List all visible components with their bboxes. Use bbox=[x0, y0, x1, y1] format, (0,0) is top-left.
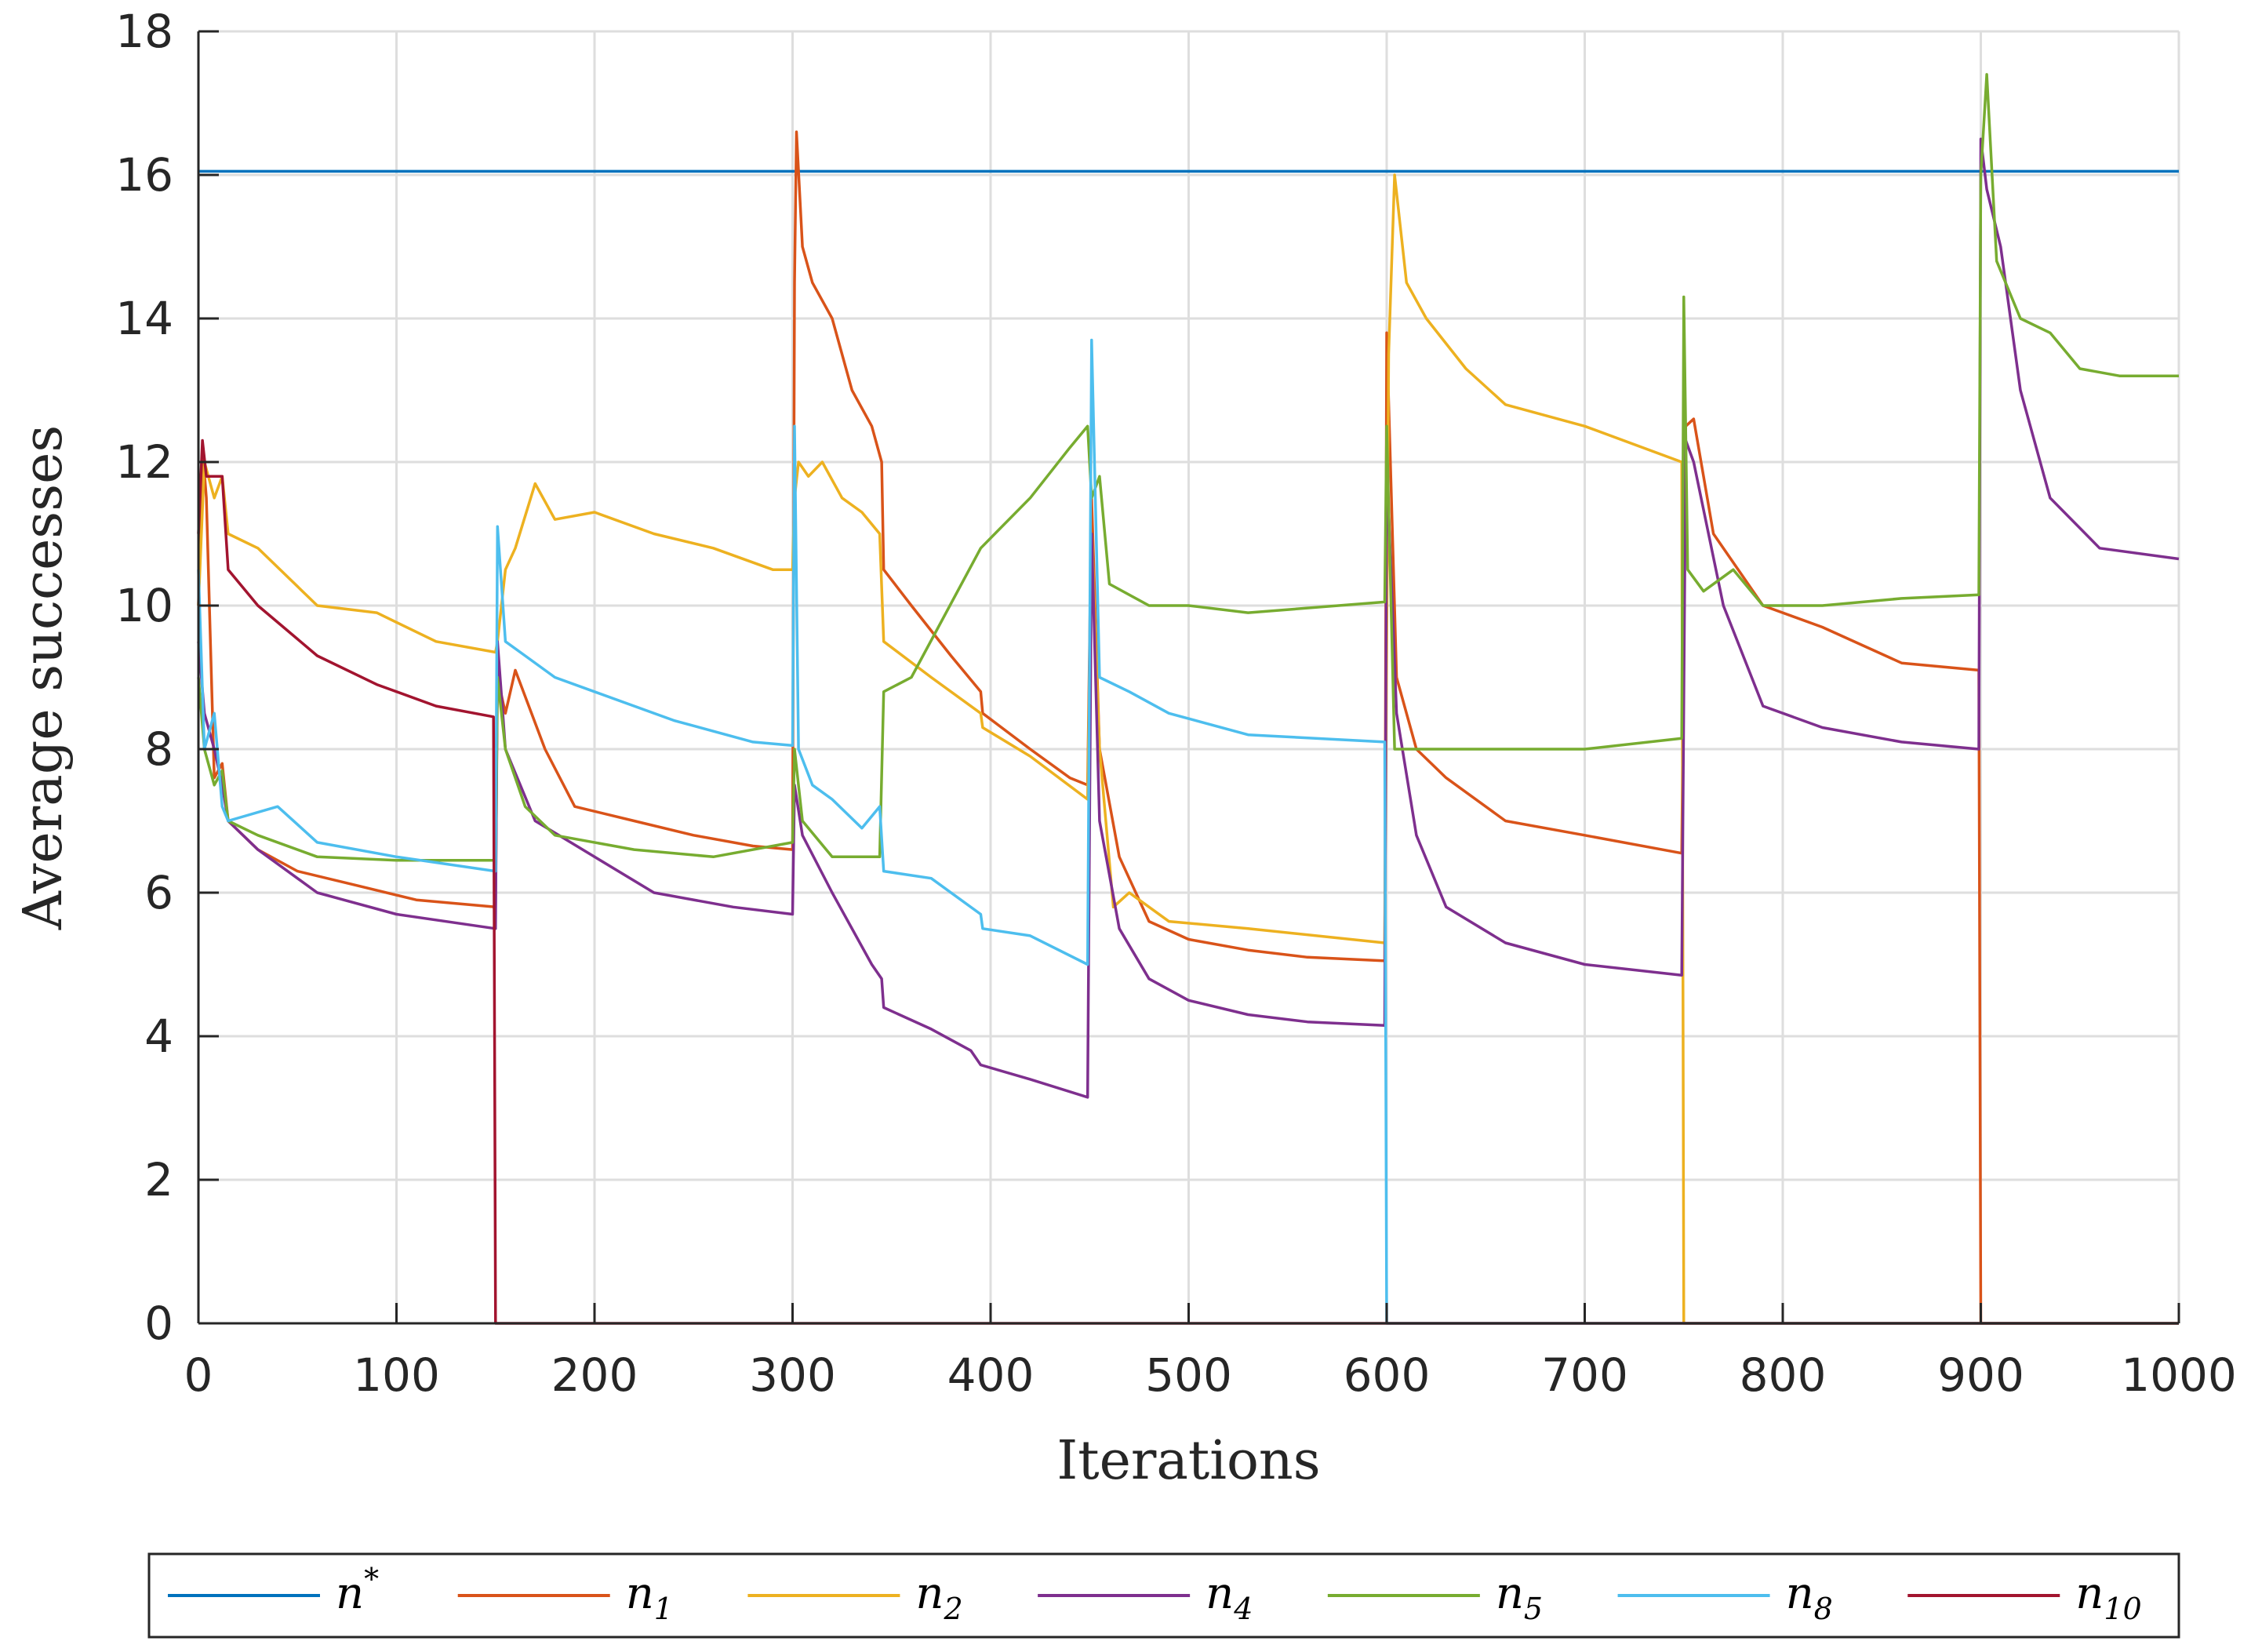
series-line-n4 bbox=[197, 137, 2180, 1099]
x-axis-label: Iterations bbox=[1056, 1430, 1320, 1492]
y-tick-label: 10 bbox=[115, 579, 173, 632]
x-tick-label: 600 bbox=[1344, 1348, 1431, 1402]
y-tick-label: 4 bbox=[144, 1010, 173, 1063]
series-line-n2 bbox=[197, 173, 2179, 1325]
x-tick-label: 100 bbox=[353, 1348, 440, 1402]
grid-lines bbox=[198, 30, 2180, 1323]
x-tick-label: 200 bbox=[551, 1348, 638, 1402]
y-tick-label: 18 bbox=[115, 5, 173, 58]
series-line-n1 bbox=[197, 130, 2179, 1325]
legend: n* n1 n2 n4 n5 n8 n10 bbox=[147, 1552, 2180, 1639]
x-tick-label: 1000 bbox=[2121, 1348, 2237, 1402]
series-line-n10 bbox=[197, 438, 2179, 1325]
axes bbox=[197, 30, 2180, 1325]
y-tick-label: 2 bbox=[144, 1153, 173, 1206]
y-tick-label: 0 bbox=[144, 1297, 173, 1350]
tick-labels: 0 100 200 300 400 500 600 700 800 900 1000 0 2 4 6 8 10 1… bbox=[115, 5, 2237, 1402]
y-tick-label: 12 bbox=[115, 435, 173, 489]
legend-label: n1 bbox=[626, 1568, 673, 1626]
series-line-n8 bbox=[197, 338, 2179, 1325]
x-tick-label: 700 bbox=[1541, 1348, 1628, 1402]
x-tick-label: 800 bbox=[1740, 1348, 1827, 1402]
y-tick-label: 16 bbox=[115, 148, 173, 202]
y-tick-label: 8 bbox=[144, 722, 173, 776]
y-axis-label: Average successes bbox=[13, 425, 75, 930]
x-tick-label: 300 bbox=[749, 1348, 836, 1402]
x-tick-label: 0 bbox=[184, 1348, 213, 1402]
x-tick-label: 400 bbox=[947, 1348, 1035, 1402]
y-tick-label: 6 bbox=[144, 866, 173, 919]
series-layer bbox=[197, 73, 2180, 1325]
x-tick-label: 900 bbox=[1937, 1348, 2024, 1402]
y-tick-label: 14 bbox=[115, 292, 173, 345]
x-tick-label: 500 bbox=[1145, 1348, 1232, 1402]
